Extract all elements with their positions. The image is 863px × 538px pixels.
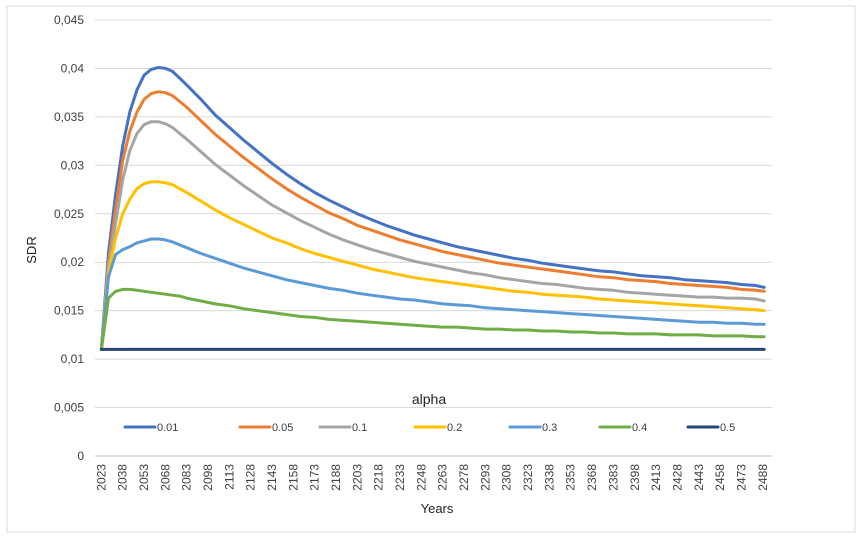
x-tick-label: 2143 <box>265 464 279 491</box>
y-tick-label: 0,005 <box>54 401 84 415</box>
x-tick-label: 2443 <box>692 464 706 491</box>
y-tick-label: 0 <box>77 449 84 463</box>
x-tick-label: 2038 <box>116 464 130 491</box>
series-line-0.4 <box>99 287 766 351</box>
x-tick-label: 2473 <box>734 464 748 491</box>
series-line-0.2 <box>99 180 766 351</box>
y-tick-label: 0,02 <box>61 255 85 269</box>
series-line-0.3 <box>99 237 766 351</box>
legend-label: 0.3 <box>542 422 557 434</box>
x-tick-label: 2488 <box>756 464 770 491</box>
x-tick-label: 2098 <box>201 464 215 491</box>
x-tick-label: 2248 <box>414 464 428 491</box>
x-tick-label: 2263 <box>436 464 450 491</box>
x-tick-label: 2323 <box>521 464 535 491</box>
gridlines <box>95 19 772 457</box>
legend-label: 0.4 <box>632 422 647 434</box>
x-tick-label: 2128 <box>244 464 258 491</box>
x-tick-label: 2218 <box>372 464 386 491</box>
legend-title: alpha <box>412 391 446 407</box>
x-tick-label: 2278 <box>457 464 471 491</box>
x-tick-label: 2338 <box>542 464 556 491</box>
x-tick-label: 2053 <box>137 464 151 491</box>
y-tick-label: 0,045 <box>54 13 84 27</box>
legend: 0.01 0.05 0.1 0.2 0.3 0.4 0.5 <box>123 422 735 434</box>
x-tick-label: 2368 <box>585 464 599 491</box>
y-tick-label: 0,04 <box>61 61 85 75</box>
x-tick-label: 2083 <box>180 464 194 491</box>
series-line-0.01 <box>99 66 766 351</box>
y-tick-label: 0,025 <box>54 207 84 221</box>
legend-label: 0.2 <box>447 422 462 434</box>
x-tick-label: 2203 <box>350 464 364 491</box>
y-axis-ticks: 0 0,005 0,01 0,015 0,02 0,025 0,03 0,035 0,04 0,0… <box>54 13 84 463</box>
y-tick-label: 0,035 <box>54 110 84 124</box>
series-line-0.05 <box>99 90 766 351</box>
legend-label: 0.1 <box>352 422 367 434</box>
x-tick-label: 2383 <box>606 464 620 491</box>
x-tick-label: 2308 <box>500 464 514 491</box>
legend-label: 0.05 <box>272 422 293 434</box>
x-tick-label: 2293 <box>478 464 492 491</box>
x-tick-label: 2068 <box>158 464 172 491</box>
chart-frame <box>6 5 856 533</box>
y-tick-label: 0,03 <box>61 158 85 172</box>
x-axis-ticks: 2023 2038 2053 2068 2083 2098 2113 2128 2143 2158… <box>94 464 769 491</box>
x-tick-label: 2398 <box>628 464 642 491</box>
legend-label: 0.5 <box>720 422 735 434</box>
x-tick-label: 2413 <box>649 464 663 491</box>
x-tick-label: 2428 <box>670 464 684 491</box>
y-tick-label: 0,01 <box>61 352 85 366</box>
x-tick-label: 2173 <box>308 464 322 491</box>
x-tick-label: 2023 <box>94 464 108 491</box>
y-tick-label: 0,015 <box>54 304 84 318</box>
x-tick-label: 2458 <box>713 464 727 491</box>
series-line-0.1 <box>99 120 766 351</box>
x-tick-label: 2353 <box>564 464 578 491</box>
series-lines <box>99 66 766 351</box>
y-axis-title: SDR <box>24 236 39 263</box>
x-tick-label: 2188 <box>329 464 343 491</box>
x-axis-title: Years <box>421 501 454 516</box>
x-tick-label: 2113 <box>222 464 236 490</box>
legend-label: 0.01 <box>157 422 178 434</box>
x-tick-label: 2158 <box>286 464 300 491</box>
x-tick-label: 2233 <box>393 464 407 491</box>
